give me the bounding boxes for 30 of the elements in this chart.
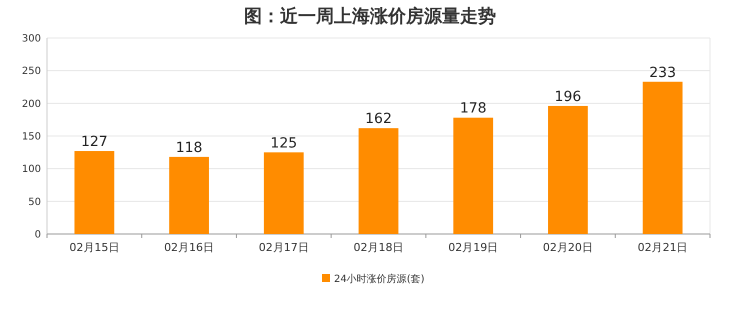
data-label: 127 xyxy=(80,134,108,150)
x-tick-label: 02月20日 xyxy=(542,241,593,254)
data-label: 178 xyxy=(460,100,487,117)
data-label: 233 xyxy=(649,64,676,81)
bar xyxy=(358,128,398,234)
bar xyxy=(548,106,588,234)
bar xyxy=(642,82,683,234)
y-tick-label: 100 xyxy=(22,164,41,176)
y-tick-label: 50 xyxy=(28,196,41,208)
bar xyxy=(74,151,114,234)
x-tick-label: 02月18日 xyxy=(354,241,404,254)
data-label: 162 xyxy=(365,111,392,128)
y-tick-label: 250 xyxy=(22,66,41,78)
x-tick-label: 02月17日 xyxy=(258,241,309,254)
legend-label: 24小时涨价房源(套) xyxy=(334,273,425,285)
data-label: 118 xyxy=(176,140,202,156)
y-tick-label: 200 xyxy=(22,98,41,110)
x-tick-label: 02月21日 xyxy=(638,241,688,254)
bar xyxy=(169,156,209,234)
bar xyxy=(264,152,304,234)
data-label: 125 xyxy=(270,135,298,152)
y-tick-label: 0 xyxy=(34,230,41,240)
y-tick-label: 150 xyxy=(22,132,41,142)
bar xyxy=(453,118,494,234)
x-tick-label: 02月16日 xyxy=(164,241,214,254)
y-tick-label: 300 xyxy=(22,34,41,44)
x-tick-label: 02月15日 xyxy=(69,241,120,254)
chart-title: 图：近一周上海涨价房源量走势 xyxy=(244,6,496,27)
x-tick-label: 02月19日 xyxy=(448,241,498,254)
data-label: 196 xyxy=(554,88,582,105)
